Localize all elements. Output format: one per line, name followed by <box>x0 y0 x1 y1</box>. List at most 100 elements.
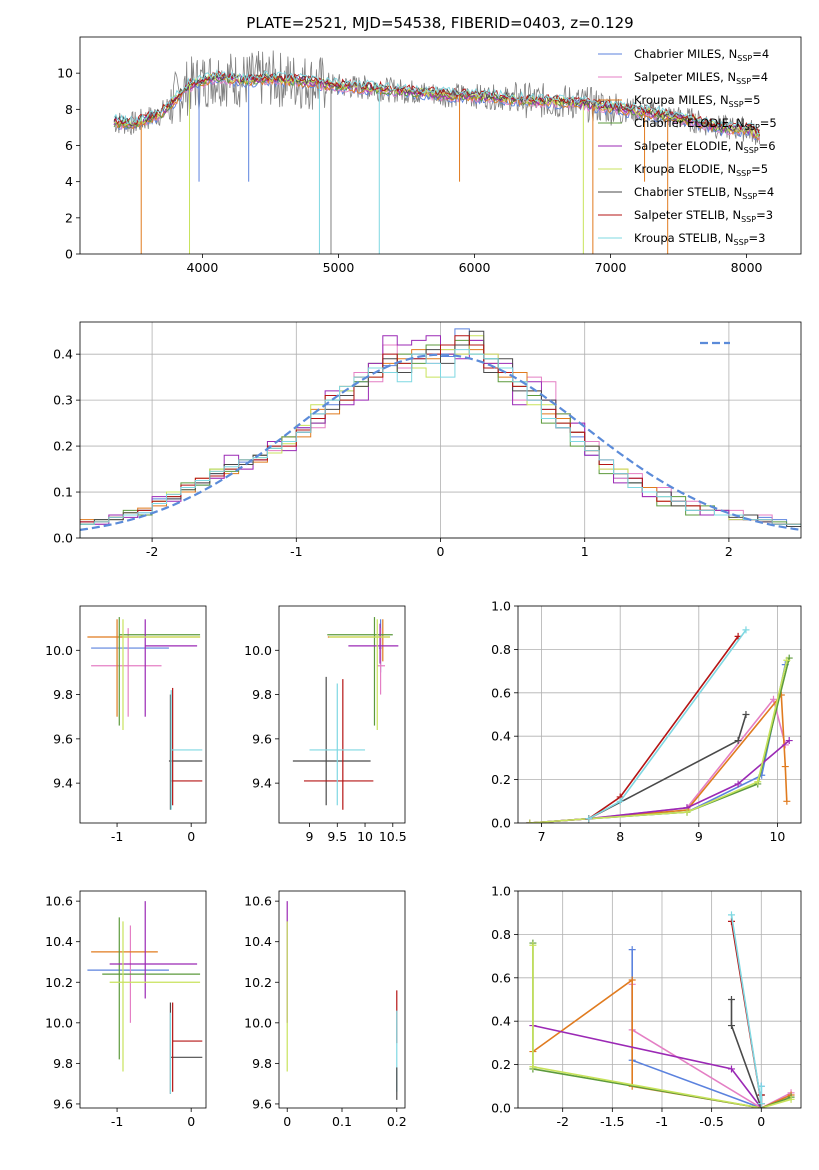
mass-weight-series-line <box>529 657 790 823</box>
plot-area <box>87 901 203 1094</box>
x-tick-label: 7000 <box>595 260 627 275</box>
legend-name: Kroupa ELODIE, N <box>634 162 736 176</box>
x-tick-label: 10.5 <box>379 829 407 844</box>
mass-weight-point-marker <box>727 996 735 1003</box>
x-tick-label: 10 <box>357 829 373 844</box>
x-tick-label: 0.1 <box>332 1114 352 1129</box>
x-tick-label: 10 <box>769 829 785 844</box>
legend-entry: Chabrier ELODIE, NSSP=5 <box>634 116 777 132</box>
plot-area <box>113 50 761 254</box>
legend-value: =3 <box>756 208 773 222</box>
legend-subscript: SSP <box>737 54 752 63</box>
model-spectrum-line <box>113 72 760 138</box>
normal-curve-line <box>80 353 801 531</box>
y-tick-label: 0.4 <box>491 729 511 744</box>
y-tick-label: 0.6 <box>491 970 511 985</box>
y-tick-label: 0.1 <box>53 485 73 500</box>
mass-weight-series-line <box>529 664 787 823</box>
x-tick-label: 8 <box>616 829 624 844</box>
legend-value: =5 <box>760 116 777 130</box>
x-tick-label: 5000 <box>323 260 355 275</box>
x-tick-label: -2 <box>146 544 158 559</box>
axes-frame <box>278 605 406 824</box>
y-tick-label: 6 <box>65 138 73 153</box>
y-tick-label: 10.0 <box>244 643 272 658</box>
x-tick-label: 0 <box>187 829 195 844</box>
y-tick-label: 10.4 <box>45 934 73 949</box>
legend-subscript: SSP <box>736 169 751 178</box>
y-tick-label: 0.2 <box>491 772 511 787</box>
x-tick-label: -1 <box>290 544 302 559</box>
mass-weight-point-marker <box>787 1095 795 1103</box>
panel-age_vs_mass: 9 9.5 10 10.5 9.4 9.6 9.8 10.0 <box>244 605 407 844</box>
mass-weight-point-marker <box>734 780 742 788</box>
legend-value: =4 <box>751 70 768 84</box>
model-spectrum-line <box>113 69 760 134</box>
mass-weight-point-marker <box>727 1022 735 1030</box>
mass-weight-point-marker <box>757 1100 765 1108</box>
x-tick-label: -0.5 <box>699 1114 723 1129</box>
grid-lines <box>518 890 801 1109</box>
axes-frame <box>517 605 802 824</box>
mass-weight-point-marker <box>529 941 537 949</box>
mass-weight-point-marker <box>727 911 735 919</box>
y-tick-label: 0.0 <box>491 816 511 831</box>
y-tick-label: 0.8 <box>491 927 511 942</box>
mass-weight-point-marker <box>783 797 791 805</box>
legend-subscript: SSP <box>744 146 759 155</box>
plot-area <box>286 901 398 1100</box>
legend-subscript: SSP <box>734 238 749 247</box>
legend-name: Chabrier ELODIE, N <box>634 116 745 130</box>
legend-entry: Kroupa MILES, NSSP=5 <box>634 93 760 109</box>
x-tick-label: 7 <box>538 829 546 844</box>
legend-name: Salpeter MILES, N <box>634 70 736 84</box>
x-tick-label: 0.2 <box>387 1114 407 1129</box>
y-tick-label: 8 <box>65 102 73 117</box>
axes-frame <box>278 890 406 1109</box>
y-tick-label: 10.0 <box>244 1015 272 1030</box>
y-tick-label: 0.2 <box>53 439 73 454</box>
legend-entry: Chabrier STELIB, NSSP=4 <box>634 185 774 201</box>
legend-name: Chabrier MILES, N <box>634 47 737 61</box>
legend-entry: Salpeter STELIB, NSSP=3 <box>634 208 773 224</box>
y-tick-label: 1.0 <box>491 599 511 614</box>
mass-weight-point-marker <box>783 656 791 664</box>
legend-entry: Salpeter ELODIE, NSSP=6 <box>634 139 776 155</box>
panel-massweight_vs_Z: -2 -1.5 -1 -0.5 0 0.0 0.2 0.4 0.6 0.8 1.0 <box>491 884 802 1129</box>
x-tick-label: -2 <box>556 1114 568 1129</box>
legend-value: =4 <box>752 47 769 61</box>
y-tick-label: 10.2 <box>45 975 73 990</box>
x-tick-label: 9 <box>306 829 314 844</box>
x-tick-label: 0 <box>187 1114 195 1129</box>
legend-value: =6 <box>759 139 776 153</box>
legend-entry: Kroupa STELIB, NSSP=3 <box>634 231 765 247</box>
mass-weight-series-line <box>529 697 787 823</box>
x-tick-label: -1.5 <box>600 1114 624 1129</box>
legend-value: =5 <box>751 162 768 176</box>
x-tick-label: 0 <box>283 1114 291 1129</box>
x-tick-label: 8000 <box>731 260 763 275</box>
mass-weight-series-line <box>532 945 792 1108</box>
mass-weight-series-line <box>631 949 763 1108</box>
mass-weight-series-line <box>588 635 739 820</box>
legend-entry: Kroupa ELODIE, NSSP=5 <box>634 162 768 178</box>
axes-frame <box>79 890 207 1109</box>
y-tick-label: 9.8 <box>53 1056 73 1071</box>
plot-area <box>526 626 793 823</box>
y-tick-label: 9.8 <box>53 687 73 702</box>
panel-spectrum: 4000 5000 6000 7000 8000 0 2 4 6 8 10 Chabrier MILE… <box>57 36 802 275</box>
y-tick-label: 10 <box>57 66 73 81</box>
panel-mass_vs_Z: -1 0 9.6 9.8 10.0 10.2 10.4 10.6 <box>45 890 207 1129</box>
legend-subscript: SSP <box>736 77 751 86</box>
y-tick-label: 2 <box>65 210 73 225</box>
y-tick-label: 9.6 <box>53 1096 73 1111</box>
legend-value: =4 <box>757 185 774 199</box>
y-tick-label: 9.4 <box>252 776 272 791</box>
y-tick-label: 0.8 <box>491 642 511 657</box>
x-tick-label: -1 <box>111 1114 123 1129</box>
figure-title: PLATE=2521, MJD=54538, FIBERID=0403, z=0… <box>246 14 633 32</box>
y-tick-label: 10.4 <box>244 934 272 949</box>
legend-name: Kroupa STELIB, N <box>634 231 734 245</box>
x-tick-label: 0 <box>757 1114 765 1129</box>
legend-subscript: SSP <box>745 123 760 132</box>
